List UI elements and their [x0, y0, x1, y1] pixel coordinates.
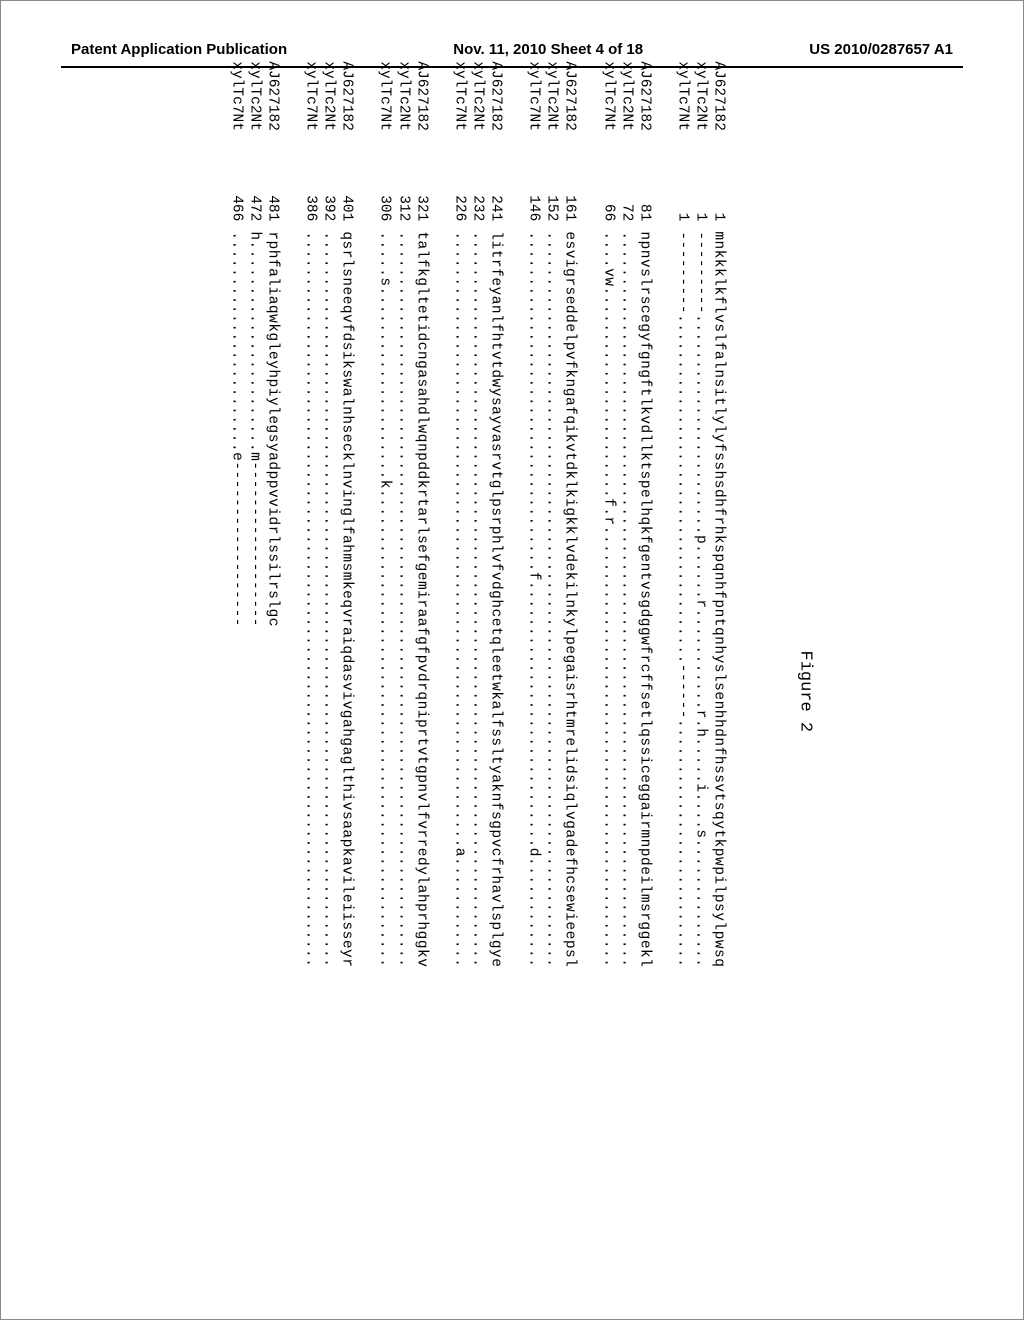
alignment-row: AJ6271821mnkkklkflvslfalnsitlylyfsshsdhf… [709, 61, 727, 1321]
sequence-name: AJ627182 [635, 61, 653, 171]
sequence-position: 226 [450, 171, 468, 231]
sequence-position: 146 [524, 171, 542, 231]
alignment-row: xylTc7Nt306.....s.....................k.… [376, 61, 394, 1321]
sequence-residues: ---------........................p......… [691, 231, 709, 1321]
sequence-residues: ........................................… [301, 231, 319, 1321]
sequence-name: xylTc7Nt [450, 61, 468, 171]
sequence-position: 66 [599, 171, 617, 231]
alignment-block: AJ627182161esvigrseddelpvfkngafqikvtdklk… [524, 61, 578, 1321]
alignment-block: AJ627182321talfkgltetidcngasahdlwqnpddkr… [376, 61, 430, 1321]
alignment-row: AJ627182481rphfaliaqwkgleyhpiylegsyadppv… [263, 61, 281, 1321]
header-left: Patent Application Publication [71, 41, 287, 58]
sequence-residues: litrfeyanlfhtvtdwysayvasrvtglpsrphlvfvdg… [486, 231, 504, 1321]
sequence-position: 481 [263, 171, 281, 231]
sequence-name: xylTc7Nt [599, 61, 617, 171]
alignment-row: AJ627182321talfkgltetidcngasahdlwqnpddkr… [412, 61, 430, 1321]
sequence-residues: h.......................m---------------… [245, 231, 263, 1321]
sequence-name: xylTc2Nt [319, 61, 337, 171]
sequence-name: xylTc7Nt [524, 61, 542, 171]
sequence-residues: mnkkklkflvslfalnsitlylyfsshsdhfrhkspqnhf… [709, 231, 727, 1321]
sequence-position: 466 [227, 171, 245, 231]
sequence-name: xylTc2Nt [394, 61, 412, 171]
alignment-row: xylTc2Nt232.............................… [468, 61, 486, 1321]
sequence-residues: ........................................… [394, 231, 412, 1321]
alignment-row: xylTc2Nt472h.......................m----… [245, 61, 263, 1321]
sequence-residues: ........................................… [450, 231, 468, 1321]
alignment-row: xylTc7Nt226.............................… [450, 61, 468, 1321]
sequence-position: 472 [245, 171, 263, 231]
sequence-residues: rphfaliaqwkgleyhpiylegsyadppvvidrlssilrs… [263, 231, 281, 1321]
alignment-row: xylTc7Nt386.............................… [301, 61, 319, 1321]
sequence-name: xylTc2Nt [245, 61, 263, 171]
sequence-name: xylTc7Nt [301, 61, 319, 171]
sequence-position: 232 [468, 171, 486, 231]
sequence-alignment: AJ6271821mnkkklkflvslfalnsitlylyfsshsdhf… [227, 61, 728, 1321]
alignment-row: xylTc2Nt1---------......................… [691, 61, 709, 1321]
sequence-position: 392 [319, 171, 337, 231]
sequence-residues: talfkgltetidcngasahdlwqnpddkrtarlsefgemi… [412, 231, 430, 1321]
alignment-block: AJ627182481rphfaliaqwkgleyhpiylegsyadppv… [227, 61, 281, 1321]
alignment-row: xylTc2Nt72..............................… [617, 61, 635, 1321]
alignment-block: AJ627182241litrfeyanlfhtvtdwysayvasrvtgl… [450, 61, 504, 1321]
sequence-residues: ....vw.......................f.r........… [599, 231, 617, 1321]
alignment-block: AJ6271821mnkkklkflvslfalnsitlylyfsshsdhf… [673, 61, 727, 1321]
sequence-name: xylTc7Nt [376, 61, 394, 171]
sequence-position: 306 [376, 171, 394, 231]
sequence-name: xylTc2Nt [617, 61, 635, 171]
alignment-row: xylTc7Nt466........................e----… [227, 61, 245, 1321]
sequence-name: AJ627182 [709, 61, 727, 171]
alignment-row: xylTc2Nt392.............................… [319, 61, 337, 1321]
sequence-residues: ........................................… [468, 231, 486, 1321]
sequence-name: xylTc2Nt [543, 61, 561, 171]
sequence-residues: npnvslrscegyfgngftlkvdllktspelhqkfgentvs… [635, 231, 653, 1321]
alignment-row: xylTc7Nt1---------......................… [673, 61, 691, 1321]
sequence-name: xylTc2Nt [691, 61, 709, 171]
patent-page: Patent Application Publication Nov. 11, … [0, 0, 1024, 1320]
sequence-position: 1 [691, 171, 709, 231]
sequence-residues: ........................................… [319, 231, 337, 1321]
alignment-row: xylTc7Nt146.............................… [524, 61, 542, 1321]
sequence-position: 1 [673, 171, 691, 231]
sequence-residues: ........................e---------------… [227, 231, 245, 1321]
alignment-block: AJ627182401qsrlsneeqvfdsikswalnhsecklnvi… [301, 61, 355, 1321]
sequence-position: 241 [486, 171, 504, 231]
sequence-name: AJ627182 [561, 61, 579, 171]
alignment-row: xylTc2Nt152.............................… [543, 61, 561, 1321]
alignment-row: xylTc2Nt312.............................… [394, 61, 412, 1321]
sequence-name: AJ627182 [263, 61, 281, 171]
sequence-position: 321 [412, 171, 430, 231]
sequence-position: 72 [617, 171, 635, 231]
sequence-residues: ........................................… [543, 231, 561, 1321]
alignment-row: AJ627182401qsrlsneeqvfdsikswalnhsecklnvi… [338, 61, 356, 1321]
sequence-position: 386 [301, 171, 319, 231]
alignment-block: AJ62718281npnvslrscegyfgngftlkvdllktspel… [599, 61, 653, 1321]
header-right: US 2010/0287657 A1 [809, 41, 953, 58]
page-header: Patent Application Publication Nov. 11, … [61, 41, 963, 58]
alignment-row: xylTc7Nt66....vw.......................f… [599, 61, 617, 1321]
header-center: Nov. 11, 2010 Sheet 4 of 18 [453, 41, 643, 58]
sequence-residues: .....s.....................k............… [376, 231, 394, 1321]
alignment-row: AJ627182161esvigrseddelpvfkngafqikvtdklk… [561, 61, 579, 1321]
sequence-name: xylTc7Nt [673, 61, 691, 171]
alignment-row: AJ627182241litrfeyanlfhtvtdwysayvasrvtgl… [486, 61, 504, 1321]
sequence-name: xylTc7Nt [227, 61, 245, 171]
sequence-residues: ---------...............................… [673, 231, 691, 1321]
sequence-position: 401 [338, 171, 356, 231]
sequence-position: 1 [709, 171, 727, 231]
sequence-residues: .....................................f..… [524, 231, 542, 1321]
sequence-residues: qsrlsneeqvfdsikswalnhsecklnvinglfahmsmke… [338, 231, 356, 1321]
sequence-name: AJ627182 [412, 61, 430, 171]
sequence-position: 81 [635, 171, 653, 231]
sequence-name: AJ627182 [486, 61, 504, 171]
figure-title: Figure 2 [794, 61, 815, 1321]
sequence-position: 312 [394, 171, 412, 231]
figure-content: Figure 2 AJ6271821mnkkklkflvslfalnsitlyl… [171, 61, 852, 1321]
sequence-name: xylTc2Nt [468, 61, 486, 171]
sequence-position: 152 [543, 171, 561, 231]
alignment-row: AJ62718281npnvslrscegyfgngftlkvdllktspel… [635, 61, 653, 1321]
sequence-residues: esvigrseddelpvfkngafqikvtdklkigkklvdekil… [561, 231, 579, 1321]
sequence-position: 161 [561, 171, 579, 231]
sequence-name: AJ627182 [338, 61, 356, 171]
sequence-residues: ........................................… [617, 231, 635, 1321]
